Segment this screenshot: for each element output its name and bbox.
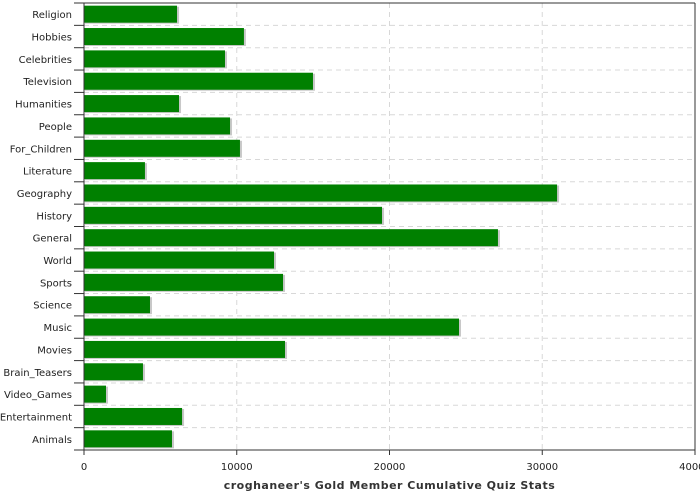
bar-video-games — [84, 385, 106, 403]
bar-world — [84, 251, 275, 269]
bar-animals — [84, 430, 172, 448]
y-tick-label: Celebrities — [19, 55, 72, 66]
y-tick-label: Geography — [17, 189, 72, 200]
y-tick-label: Video_Games — [4, 390, 72, 401]
x-axis-label: croghaneer's Gold Member Cumulative Quiz… — [224, 479, 556, 492]
bar-sports — [84, 273, 284, 291]
y-tick-label: World — [43, 256, 72, 267]
y-tick-label: Religion — [32, 10, 72, 21]
bar-brain-teasers — [84, 363, 143, 381]
bar-movies — [84, 340, 286, 358]
y-tick-label: General — [33, 234, 72, 245]
y-tick-label: Brain_Teasers — [3, 368, 72, 379]
bar-entertainment — [84, 407, 183, 425]
bar-literature — [84, 162, 145, 180]
bar-geography — [84, 184, 558, 202]
bar-religion — [84, 5, 178, 23]
y-tick-label: Television — [22, 77, 72, 88]
bar-history — [84, 206, 383, 224]
bar-general — [84, 229, 498, 247]
bar-hobbies — [84, 28, 244, 46]
x-tick-label: 10000 — [221, 462, 253, 473]
x-tick-label: 40000 — [679, 462, 700, 473]
y-tick-label: Animals — [32, 435, 72, 446]
y-tick-label: Music — [44, 323, 72, 334]
bar-people — [84, 117, 231, 135]
x-tick-label: 30000 — [526, 462, 558, 473]
bar-science — [84, 296, 150, 314]
y-tick-label: History — [36, 211, 72, 222]
y-tick-label: For_Children — [10, 144, 72, 155]
y-tick-label: Hobbies — [32, 33, 72, 44]
x-tick-label: 20000 — [374, 462, 406, 473]
y-tick-label: Sports — [40, 278, 72, 289]
y-tick-label: Literature — [23, 167, 72, 178]
bar-music — [84, 318, 460, 336]
y-tick-label: Movies — [37, 345, 72, 356]
bar-television — [84, 72, 313, 90]
bar-for-children — [84, 139, 240, 157]
y-tick-label: People — [39, 122, 72, 133]
y-tick-label: Entertainment — [0, 412, 72, 423]
y-tick-label: Science — [33, 301, 72, 312]
y-tick-label: Humanities — [15, 100, 72, 111]
bar-celebrities — [84, 50, 225, 68]
bar-humanities — [84, 95, 180, 113]
x-tick-label: 0 — [81, 462, 87, 473]
